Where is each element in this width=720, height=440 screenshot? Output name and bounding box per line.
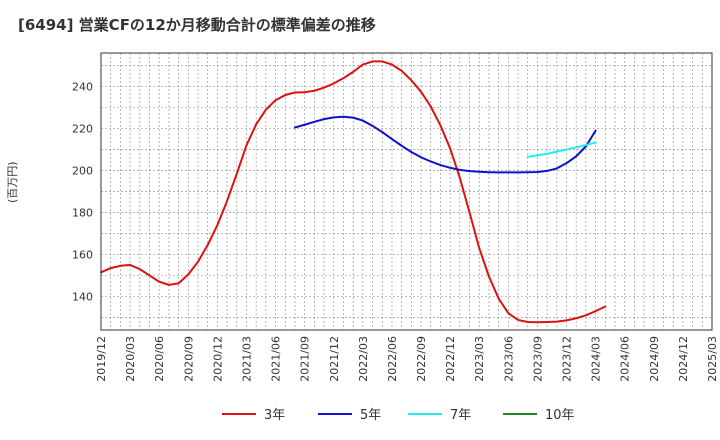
x-tick-label: 2022/06 — [386, 336, 399, 382]
series-line — [526, 141, 597, 158]
x-tick-label: 2020/09 — [182, 336, 195, 382]
y-tick-labels: 140 160 180 200 220 240 — [72, 81, 93, 304]
y-tick-label: 240 — [72, 81, 93, 94]
x-tick-label: 2023/09 — [531, 336, 544, 382]
x-tick-label: 2024/06 — [619, 336, 632, 382]
legend-label: 3年 — [264, 408, 285, 423]
x-tick-label: 2023/12 — [561, 336, 574, 382]
y-tick-label: 180 — [72, 206, 93, 219]
y-tick-label: 140 — [72, 290, 93, 303]
x-tick-label: 2022/03 — [357, 336, 370, 382]
x-tick-labels: 2019/12 2020/03 2020/06 2020/09 2020/12 2021/… — [95, 336, 719, 382]
x-tick-label: 2024/12 — [677, 336, 690, 382]
x-tick-label: 2021/12 — [328, 336, 341, 382]
series-line — [293, 115, 597, 174]
chart-title: [6494] 営業CFの12か月移動合計の標準偏差の推移 — [18, 16, 376, 34]
y-tick-label: 220 — [72, 123, 93, 136]
legend-label: 5年 — [360, 408, 381, 423]
series-line — [100, 60, 607, 324]
x-tick-label: 2022/12 — [444, 336, 457, 382]
legend: 3年 5年 7年 10年 — [222, 408, 575, 423]
x-tick-label: 2022/09 — [415, 336, 428, 382]
x-tick-label: 2023/06 — [502, 336, 515, 382]
x-tick-label: 2020/03 — [124, 336, 137, 382]
x-tick-label: 2021/03 — [240, 336, 253, 382]
x-tick-label: 2024/03 — [590, 336, 603, 382]
plot-frame — [100, 52, 713, 331]
legend-label: 7年 — [450, 408, 471, 423]
series-lines — [100, 60, 607, 324]
grid — [101, 53, 712, 330]
x-tick-label: 2021/09 — [299, 336, 312, 382]
y-tick-label: 160 — [72, 248, 93, 261]
x-tick-label: 2023/03 — [473, 336, 486, 382]
x-tick-label: 2019/12 — [95, 336, 108, 382]
x-tick-label: 2021/06 — [270, 336, 283, 382]
x-tick-label: 2024/09 — [648, 336, 661, 382]
x-tick-label: 2020/12 — [211, 336, 224, 382]
x-tick-label: 2020/06 — [153, 336, 166, 382]
legend-label: 10年 — [545, 408, 575, 423]
x-tick-label: 2025/03 — [706, 336, 719, 382]
y-tick-label: 200 — [72, 165, 93, 178]
